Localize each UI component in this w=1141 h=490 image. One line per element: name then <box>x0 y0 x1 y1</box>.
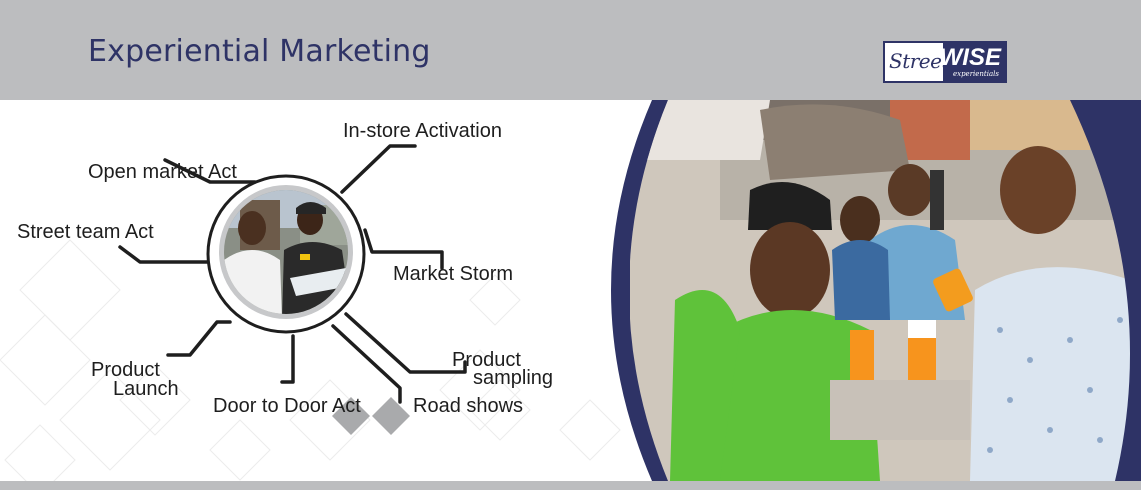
logo-word-wise: WISE <box>939 44 1001 71</box>
label-road-shows: Road shows <box>413 395 524 417</box>
center-photo <box>224 190 348 314</box>
label-market-storm: Market Storm <box>393 263 514 285</box>
background-diamonds <box>0 239 621 481</box>
photo-scene <box>630 100 1141 481</box>
logo-word-street: Street <box>889 49 950 73</box>
footer-bar <box>0 481 1141 490</box>
page-title: Experiential Marketing <box>88 34 431 69</box>
connector-marketstorm <box>363 228 444 270</box>
juice-sampling-event-photo <box>611 100 1141 481</box>
header-bar: Experiential Marketing Street WISE exper… <box>0 0 1141 100</box>
label-product-sampling-line2: sampling <box>473 367 554 389</box>
hub-outer-ring <box>206 174 366 334</box>
navy-arc-right <box>1070 100 1141 481</box>
diagram-graphics <box>0 144 621 481</box>
grey-diamond-1 <box>332 397 370 435</box>
label-open-market-act: Open market Act <box>88 161 237 183</box>
navy-arc-left <box>611 100 680 481</box>
label-product-launch-line2: Launch <box>113 378 179 400</box>
connector-sampling <box>344 312 467 374</box>
event-photo-panel <box>570 100 1141 481</box>
activities-diagram: In-store Activation Open market Act Stre… <box>0 100 660 481</box>
connector-doortodoor <box>280 334 295 384</box>
logo-tagline: experientials <box>952 70 999 78</box>
connector-lines <box>118 144 467 404</box>
connector-openmarket <box>163 158 257 184</box>
connector-streetteam <box>118 245 210 264</box>
label-product-launch-line1: Product <box>91 359 160 381</box>
connector-productlaunch <box>166 320 232 357</box>
connector-roadshows <box>331 324 402 404</box>
connector-instore <box>340 144 417 194</box>
label-instore-activation: In-store Activation <box>343 120 502 142</box>
label-street-team-act: Street team Act <box>17 221 154 243</box>
streetwise-logo: Street WISE experientials <box>883 41 1007 83</box>
grey-diamond-2 <box>372 397 410 435</box>
logo-box: WISE experientials <box>939 43 1005 81</box>
label-door-to-door-act: Door to Door Act <box>213 395 361 417</box>
label-product-sampling-line1: Product <box>452 349 521 371</box>
